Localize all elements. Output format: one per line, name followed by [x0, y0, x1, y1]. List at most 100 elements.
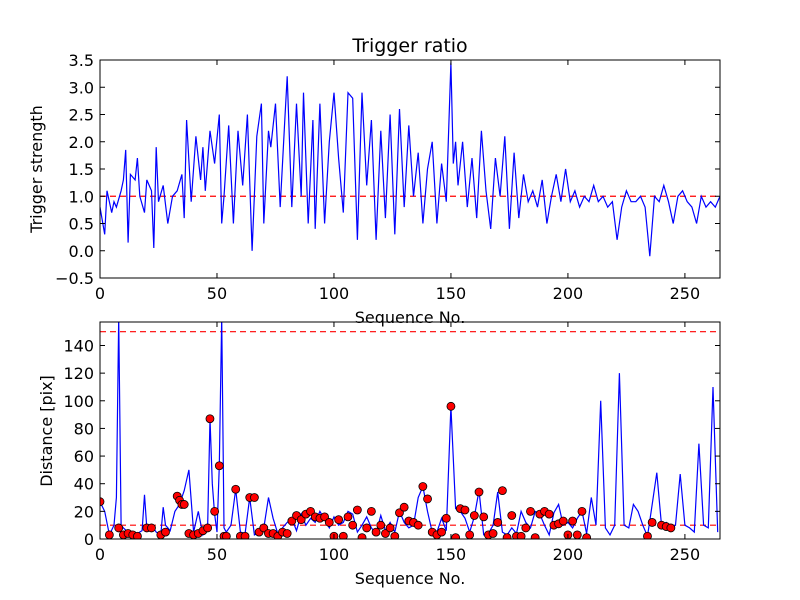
- x-tick-label: 50: [207, 284, 227, 303]
- data-point: [320, 512, 330, 522]
- data-point: [498, 486, 507, 496]
- data-point: [395, 508, 404, 518]
- data-point: [558, 516, 568, 526]
- series-line: [100, 62, 720, 257]
- data-point: [381, 529, 390, 538]
- data-point: [282, 529, 292, 538]
- data-point: [214, 461, 224, 471]
- x-tick-label: 200: [553, 284, 584, 303]
- data-point: [250, 493, 259, 502]
- x-tick-label: 200: [553, 545, 584, 564]
- data-point: [296, 515, 306, 525]
- x-axis-ticks: 0 50 100 150 200 250: [95, 322, 700, 564]
- y-axis-label: Distance [pix]: [37, 375, 56, 487]
- data-point: [493, 518, 503, 527]
- data-point: [399, 502, 409, 512]
- y-tick-label: 0: [84, 530, 94, 549]
- data-point: [357, 533, 367, 539]
- data-point: [479, 512, 489, 522]
- data-point: [516, 531, 526, 539]
- x-tick-label: 150: [436, 545, 467, 564]
- data-point: [643, 531, 652, 539]
- data-point: [451, 533, 461, 539]
- y-tick-label: 1.5: [69, 160, 94, 179]
- y-tick-label: 2.0: [69, 133, 94, 152]
- chart-title: Trigger ratio: [351, 35, 467, 57]
- data-point: [334, 515, 344, 525]
- data-point: [666, 523, 676, 533]
- data-point: [577, 506, 587, 516]
- data-point: [114, 523, 124, 533]
- data-point: [324, 518, 334, 527]
- data-point: [343, 512, 353, 522]
- y-axis-ticks: −0.5 0.0 0.5 1.0 1.5 2.0 2.5 3.0 3.5: [55, 51, 720, 288]
- x-tick-label: 100: [319, 284, 350, 303]
- y-tick-label: 120: [63, 364, 94, 383]
- data-point: [100, 497, 105, 507]
- y-tick-label: 60: [74, 447, 94, 466]
- data-point: [423, 494, 432, 504]
- data-point: [521, 523, 531, 533]
- data-point: [161, 527, 170, 537]
- x-tick-label: 250: [670, 545, 701, 564]
- plot-frame: [99, 321, 721, 540]
- trigger-ratio-plot: Trigger ratio 0 50 100 150 200 250 −0.5 0.0 0.5…: [27, 35, 721, 327]
- data-point: [474, 487, 484, 497]
- data-point: [647, 518, 657, 527]
- data-point: [210, 506, 220, 516]
- x-tick-label: 250: [670, 284, 701, 303]
- data-point: [418, 482, 428, 491]
- data-point: [572, 530, 582, 539]
- x-axis-label: Sequence No.: [355, 569, 466, 588]
- y-tick-label: 3.5: [69, 51, 94, 70]
- data-point: [413, 520, 423, 530]
- data-point: [437, 527, 446, 537]
- data-point: [371, 527, 381, 537]
- x-tick-label: 150: [436, 284, 467, 303]
- y-tick-label: 40: [74, 475, 94, 494]
- data-point: [259, 523, 269, 533]
- data-point: [446, 401, 456, 411]
- data-point: [568, 516, 578, 526]
- data-point: [287, 516, 297, 526]
- data-point: [366, 506, 376, 516]
- x-axis-ticks: 0 50 100 150 200 250: [95, 60, 700, 303]
- data-point: [147, 523, 156, 533]
- x-tick-label: 0: [95, 284, 105, 303]
- data-point: [507, 511, 517, 520]
- data-point: [306, 506, 315, 516]
- y-tick-label: 2.5: [69, 106, 94, 125]
- data-point: [488, 529, 498, 538]
- y-axis-label: Trigger strength: [27, 105, 46, 234]
- y-tick-label: 100: [63, 392, 94, 411]
- y-tick-label: 140: [63, 336, 94, 355]
- data-point: [544, 509, 554, 519]
- x-axis-label: Sequence No.: [355, 308, 466, 327]
- data-point: [352, 505, 362, 515]
- data-point: [362, 523, 372, 533]
- data-point: [179, 500, 189, 509]
- data-point: [205, 414, 215, 424]
- x-tick-label: 100: [319, 545, 350, 564]
- data-point: [460, 505, 470, 515]
- data-point: [582, 533, 592, 539]
- y-tick-label: 0.0: [69, 242, 94, 261]
- data-point: [390, 531, 400, 539]
- series-group: [100, 62, 720, 257]
- data-point: [469, 511, 479, 520]
- series-group: [100, 322, 719, 539]
- data-point: [133, 531, 142, 539]
- y-tick-label: −0.5: [55, 269, 94, 288]
- data-point: [104, 530, 114, 539]
- data-point: [376, 520, 386, 530]
- x-tick-label: 50: [207, 545, 227, 564]
- data-point: [231, 484, 241, 494]
- y-tick-label: 20: [74, 502, 94, 521]
- data-point: [221, 531, 231, 539]
- data-point: [385, 523, 395, 533]
- data-point: [348, 520, 358, 530]
- series-line: [100, 322, 719, 539]
- data-point: [526, 506, 535, 516]
